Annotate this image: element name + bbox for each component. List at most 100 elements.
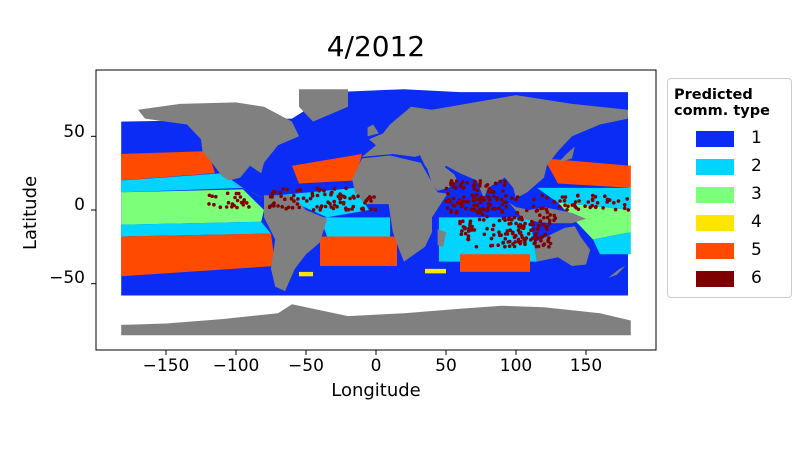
type-6-point xyxy=(545,196,549,200)
type-6-point xyxy=(498,179,502,184)
legend-swatch xyxy=(696,271,734,287)
type-6-point xyxy=(283,197,287,202)
ocean-region xyxy=(320,217,390,237)
type-6-point xyxy=(276,204,280,208)
legend-swatch xyxy=(696,131,734,147)
type-6-point xyxy=(613,207,618,212)
type-6-point xyxy=(576,193,580,198)
type-6-point xyxy=(267,205,272,209)
type-6-point xyxy=(472,182,477,187)
type-6-point xyxy=(461,180,465,184)
type-6-point xyxy=(497,230,501,234)
type-6-point xyxy=(472,228,477,232)
legend-swatch xyxy=(696,243,734,259)
type-6-point xyxy=(496,243,501,247)
type-6-point xyxy=(558,199,562,203)
type-6-point xyxy=(552,199,556,204)
type-6-point xyxy=(297,205,302,210)
land-mass xyxy=(418,95,628,199)
type-6-point xyxy=(311,208,316,212)
tick-marks xyxy=(91,135,587,355)
type-6-point xyxy=(454,179,459,183)
type-6-point xyxy=(503,237,508,241)
type-6-point xyxy=(626,208,631,212)
ocean-region xyxy=(558,202,631,240)
type-6-point xyxy=(286,205,291,210)
type-6-point xyxy=(461,199,465,204)
land-mass xyxy=(138,102,299,199)
type-6-point xyxy=(344,186,348,191)
type-6-point xyxy=(540,193,545,198)
type-6-point xyxy=(503,244,507,249)
type-6-point xyxy=(562,198,567,203)
type-6-point xyxy=(500,208,504,213)
type-6-point xyxy=(543,232,548,237)
type-6-point xyxy=(503,179,508,184)
x-tick-label: −100 xyxy=(212,356,260,376)
type-6-point xyxy=(485,214,489,219)
type-6-point xyxy=(210,194,214,198)
type-6-point xyxy=(318,208,323,212)
ocean-region xyxy=(425,268,446,274)
type-6-point xyxy=(520,217,524,222)
type-6-point xyxy=(601,206,605,210)
type-6-point xyxy=(466,234,471,238)
type-6-point xyxy=(351,194,356,199)
type-6-point xyxy=(464,199,469,204)
type-6-point xyxy=(510,196,514,200)
type-6-point xyxy=(622,206,627,211)
type-6-point xyxy=(504,205,509,209)
type-6-point xyxy=(226,200,231,205)
x-axis-label: Longitude xyxy=(331,380,421,401)
type-6-point xyxy=(278,190,283,195)
type-6-point xyxy=(481,206,485,211)
type-6-point xyxy=(308,196,313,201)
type-6-point xyxy=(547,218,552,223)
type-6-point xyxy=(588,205,592,210)
type-6-point xyxy=(544,225,548,229)
type-6-point xyxy=(593,194,598,199)
type-6-point xyxy=(552,213,556,218)
type-6-point xyxy=(212,202,216,207)
type-6-point xyxy=(458,184,463,188)
type-6-point xyxy=(224,205,229,209)
type-6-point xyxy=(541,206,545,210)
type-6-point xyxy=(454,211,459,215)
type-6-point xyxy=(235,198,240,203)
type-6-point xyxy=(513,240,517,244)
ocean-region xyxy=(544,158,631,188)
type-6-point xyxy=(461,186,465,190)
type-6-point xyxy=(542,223,546,227)
type-6-point xyxy=(486,206,491,210)
type-6-point xyxy=(522,237,526,242)
ocean-region xyxy=(292,154,362,184)
type-6-point xyxy=(466,237,470,242)
type-6-point xyxy=(451,196,456,201)
type-6-point xyxy=(458,201,463,206)
type-6-point xyxy=(315,186,320,191)
ocean-region xyxy=(121,221,271,237)
type-6-point xyxy=(245,201,249,205)
type-6-point xyxy=(542,242,547,246)
y-tick-label: 50 xyxy=(63,122,85,142)
type-6-point xyxy=(535,236,540,240)
type-6-point xyxy=(534,209,539,213)
community-type-6-points xyxy=(207,179,631,249)
type-6-point xyxy=(507,216,512,220)
type-6-point xyxy=(315,205,319,209)
x-tick-label: 50 xyxy=(435,356,457,376)
type-6-point xyxy=(517,240,521,244)
type-6-point xyxy=(475,193,479,197)
type-6-point xyxy=(490,243,495,248)
type-6-point xyxy=(452,185,456,189)
type-6-point xyxy=(515,211,520,215)
legend-swatch xyxy=(696,187,734,203)
type-6-point xyxy=(247,205,251,209)
type-6-point xyxy=(459,232,464,236)
type-6-point xyxy=(590,198,595,203)
type-6-point xyxy=(458,221,462,226)
type-6-point xyxy=(525,208,529,213)
type-6-point xyxy=(501,240,506,245)
type-6-point xyxy=(280,205,285,209)
type-6-point xyxy=(225,191,230,196)
